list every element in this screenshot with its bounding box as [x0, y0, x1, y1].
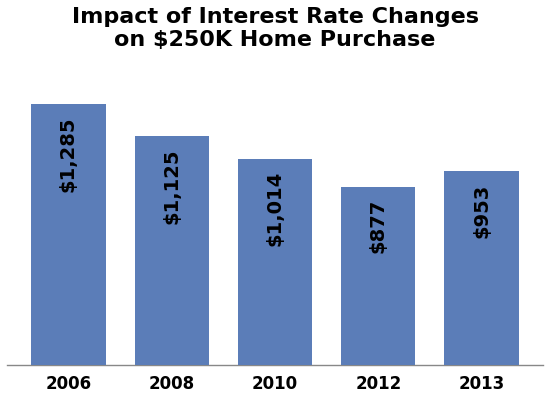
- Bar: [135, 136, 209, 365]
- Text: $1,285: $1,285: [59, 116, 78, 192]
- Text: $1,014: $1,014: [266, 171, 284, 246]
- Bar: [444, 171, 519, 365]
- Text: $1,125: $1,125: [162, 148, 182, 224]
- Bar: [31, 104, 106, 365]
- Bar: [341, 187, 415, 365]
- Title: Impact of Interest Rate Changes
on $250K Home Purchase: Impact of Interest Rate Changes on $250K…: [72, 7, 478, 50]
- Text: $877: $877: [368, 199, 388, 253]
- Text: $953: $953: [472, 184, 491, 238]
- Bar: [238, 159, 312, 365]
